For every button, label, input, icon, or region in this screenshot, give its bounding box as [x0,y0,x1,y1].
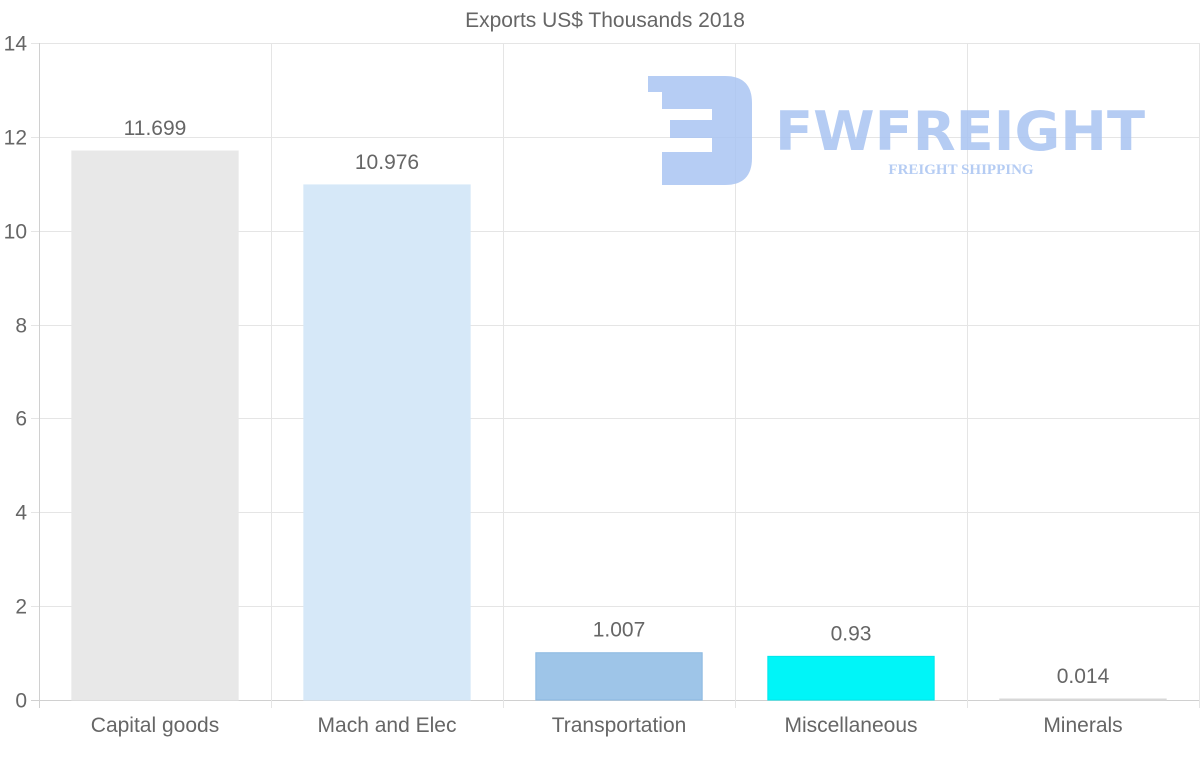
x-tick-label: Capital goods [91,714,219,737]
bar-transportation [535,652,703,701]
bar-miscellaneous [767,655,935,701]
y-tick-label: 8 [15,315,27,338]
x-tick-label: Minerals [1043,714,1122,737]
bar-minerals [999,698,1167,701]
data-label: 0.014 [1057,665,1110,688]
y-tick-label: 0 [15,690,27,713]
x-tick-label: Transportation [552,714,687,737]
data-label: 0.93 [831,622,872,645]
y-tick-label: 2 [15,596,27,619]
bar-mach-and-elec [303,184,471,701]
data-label: 1.007 [593,619,646,642]
y-tick-label: 12 [4,127,27,150]
bars [71,150,1167,701]
chart-title: Exports US$ Thousands 2018 [465,9,745,32]
y-tick-label: 14 [4,33,28,56]
watermark-logo: FWFREIGHT FREIGHT SHIPPING [648,76,1145,185]
value-labels: 11.699 10.976 1.007 0.93 0.014 [124,117,1110,688]
bar-capital-goods [71,150,239,701]
y-tick-label: 10 [4,221,27,244]
watermark-emblem [648,76,752,185]
watermark-brand: FWFREIGHT [775,100,1145,163]
data-label: 11.699 [124,117,187,140]
data-label: 10.976 [355,151,419,174]
y-axis: 0 2 4 6 8 10 12 14 [4,33,28,713]
x-tick-label: Miscellaneous [784,714,917,737]
x-tick-label: Mach and Elec [318,714,457,737]
x-axis: Capital goods Mach and Elec Transportation… [91,714,1123,737]
y-tick-label: 6 [15,408,27,431]
watermark-tagline: FREIGHT SHIPPING [888,162,1033,178]
y-tick-label: 4 [15,502,27,525]
